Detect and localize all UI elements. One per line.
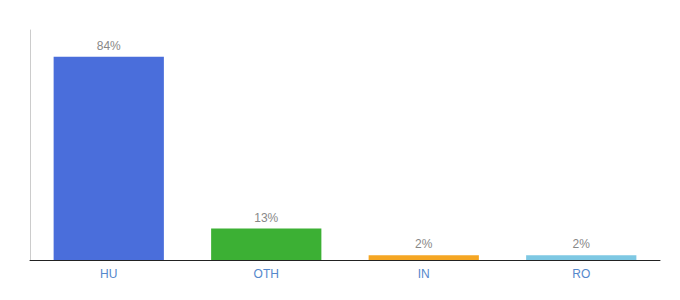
svg-text:HU: HU xyxy=(100,267,117,281)
svg-text:2%: 2% xyxy=(415,237,433,251)
svg-text:84%: 84% xyxy=(97,39,121,53)
svg-text:RO: RO xyxy=(572,267,590,281)
svg-text:IN: IN xyxy=(418,267,430,281)
svg-text:2%: 2% xyxy=(573,237,591,251)
svg-text:OTH: OTH xyxy=(254,267,279,281)
svg-text:13%: 13% xyxy=(254,211,278,225)
